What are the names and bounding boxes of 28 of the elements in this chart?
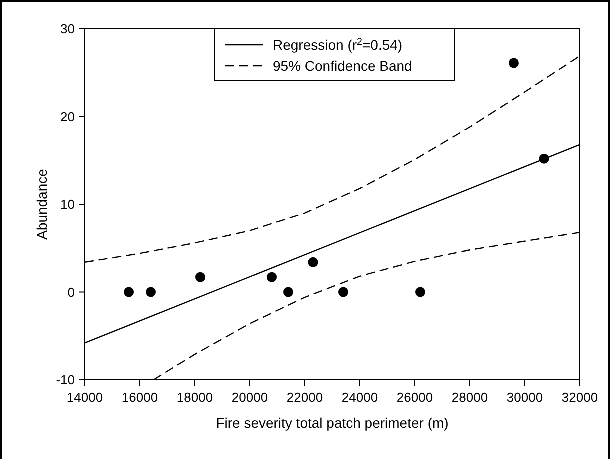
x-axis-title: Fire severity total patch perimeter (m) bbox=[216, 415, 449, 431]
x-tick-label: 32000 bbox=[562, 390, 598, 405]
point bbox=[416, 287, 426, 298]
point bbox=[308, 257, 318, 268]
point bbox=[124, 287, 134, 298]
y-tick-label: -10 bbox=[56, 372, 75, 388]
x-tick-label: 22000 bbox=[286, 390, 324, 405]
legend-label: Regression (r$^{2}$=0.54) bbox=[273, 36, 403, 53]
x-tick-label: 30000 bbox=[506, 390, 544, 405]
point bbox=[146, 287, 156, 298]
x-tick-label: 18000 bbox=[176, 390, 214, 405]
x-tick-label: 24000 bbox=[342, 390, 378, 405]
y-tick-label: 20 bbox=[60, 109, 75, 124]
y-tick-label: 0 bbox=[68, 284, 75, 300]
y-tick-label: 10 bbox=[60, 197, 75, 212]
y-axis-title: Abundance bbox=[34, 168, 50, 240]
point bbox=[509, 58, 519, 68]
point bbox=[267, 272, 277, 282]
point bbox=[284, 287, 294, 298]
point bbox=[338, 287, 348, 298]
y-tick-label: 30 bbox=[60, 22, 75, 37]
x-tick-label: 26000 bbox=[396, 390, 434, 405]
x-tick-label: 16000 bbox=[122, 390, 158, 405]
x-tick-label: 28000 bbox=[452, 390, 488, 405]
x-tick-label: 20000 bbox=[232, 390, 268, 405]
legend-label: 95% Confidence Band bbox=[273, 58, 412, 74]
point bbox=[196, 272, 206, 282]
x-tick-label: 14000 bbox=[66, 390, 104, 405]
